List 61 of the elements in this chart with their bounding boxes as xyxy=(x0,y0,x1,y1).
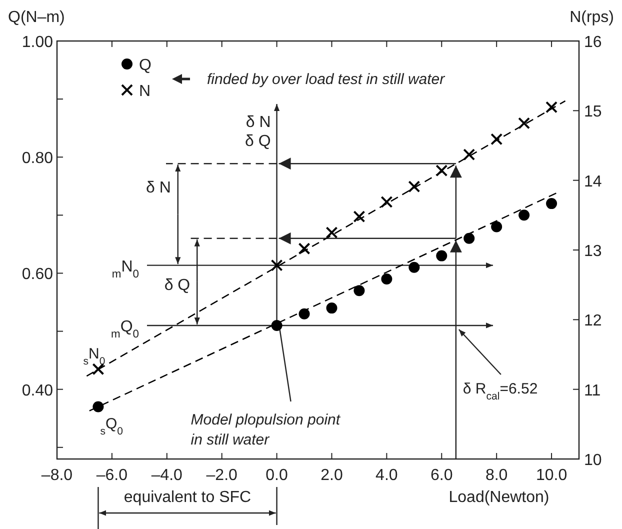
y-tick-label: 0.80 xyxy=(22,150,54,168)
ref-line-label: δ N δ Q xyxy=(244,114,271,150)
text: equivalent to SFC xyxy=(124,489,252,506)
x-tick-label: 2.0 xyxy=(320,467,343,484)
y-axis-title: Q(N–m) xyxy=(8,9,65,26)
point xyxy=(546,101,558,114)
point xyxy=(546,198,558,210)
y2-tick-label: 13 xyxy=(584,243,602,260)
ref-line-label: $_{m}$Q$_{0}$ xyxy=(110,318,139,340)
y2-tick-label: 11 xyxy=(584,382,601,400)
ref-line-label: $_{m}$N$_{0}$ xyxy=(112,258,139,280)
x-tick-label: –6.0 xyxy=(96,467,128,484)
y-tick-label: 1.00 xyxy=(22,34,54,51)
x-tick-label: –8.0 xyxy=(41,467,73,484)
point xyxy=(518,117,530,130)
point xyxy=(491,221,502,232)
y2-tick-label: 16 xyxy=(584,34,602,51)
point xyxy=(271,320,282,331)
point xyxy=(464,232,475,244)
point xyxy=(298,308,310,320)
legend-label: Q xyxy=(139,57,152,74)
point xyxy=(490,133,503,146)
annotation: $_{s}$Q$_{0}$ xyxy=(100,415,124,438)
y2-tick-label: 12 xyxy=(584,312,602,330)
annotation: finded by over load test in still water xyxy=(207,71,446,88)
point xyxy=(436,250,448,262)
x-tick-label: –4.0 xyxy=(151,467,183,484)
y2-tick-label: 15 xyxy=(584,104,602,121)
point xyxy=(298,242,310,255)
x-tick-label: 10.0 xyxy=(536,467,568,484)
y2-axis-title: N(rps) xyxy=(570,9,614,26)
point xyxy=(463,148,476,161)
y-tick-label: 0.60 xyxy=(22,266,54,284)
point xyxy=(380,196,393,208)
x-tick-label: 4.0 xyxy=(376,467,398,484)
point xyxy=(270,259,283,272)
x-tick-label: 6.0 xyxy=(430,467,453,484)
point xyxy=(326,302,338,314)
annotation: Model plopulsion point in still water xyxy=(190,411,341,448)
annotation: δ Q xyxy=(164,276,190,294)
point xyxy=(92,401,104,412)
y2-tick-label: 10 xyxy=(584,452,602,469)
annotation: δ N xyxy=(146,179,171,196)
point xyxy=(436,164,448,177)
x-axis-title: Load(Newton) xyxy=(448,489,550,506)
x-tick-label: 8.0 xyxy=(485,467,508,484)
y2-tick-label: 14 xyxy=(584,173,602,190)
y-tick-label: 0.40 xyxy=(22,382,54,400)
point xyxy=(518,210,530,221)
point xyxy=(326,226,338,239)
point xyxy=(408,262,420,273)
x-tick-label: –2.0 xyxy=(206,467,238,484)
point xyxy=(381,274,392,285)
point xyxy=(92,363,104,376)
legend-label: N xyxy=(139,83,151,100)
point xyxy=(408,180,420,193)
annotation: δ R$_{cal}$=6.52 xyxy=(462,380,538,402)
point xyxy=(354,285,365,296)
annotation: $_{s}$N$_{0}$ xyxy=(83,345,106,368)
point xyxy=(353,210,366,223)
x-tick-label: 0.0 xyxy=(266,467,288,484)
